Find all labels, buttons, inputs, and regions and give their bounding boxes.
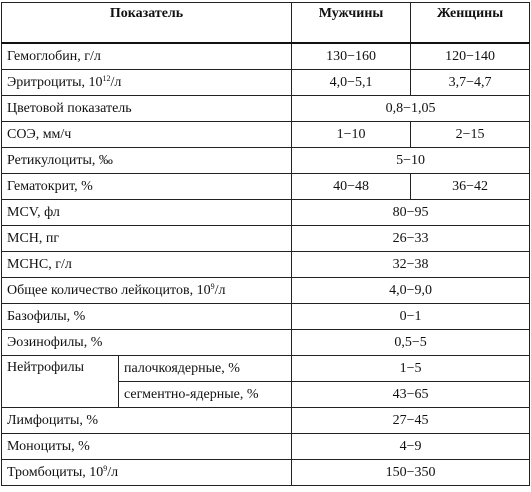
row-label: Моноциты, % [0,433,293,460]
row-label: МСНС, г/л [0,251,293,278]
table-row: МСН, пг 26−33 [0,225,531,252]
shared-value: 80−95 [291,199,531,226]
table-row: сегментно-ядерные, % 43−65 [2,381,531,408]
table-row: Гемоглобин, г/л 130−160 120−140 [0,42,531,70]
men-value: 1−10 [291,121,412,148]
shared-value: 1−5 [291,355,531,382]
table-row: Ретикулоциты, ‰ 5−10 [0,147,531,174]
men-value: 40−48 [291,173,412,200]
shared-value: 150−350 [291,459,531,486]
table-row: Общее количество лейкоцитов, 109/л 4,0−9… [0,277,531,304]
row-label: СОЭ, мм/ч [0,121,293,148]
men-value: 4,0−5,1 [291,69,412,96]
women-value: 2−15 [410,121,531,148]
row-label: Тромбоциты, 109/л [0,459,293,486]
header-men: Мужчины [291,2,412,44]
sub-label: палочкоядерные, % [117,355,293,382]
row-label: MCV, фл [0,199,293,226]
shared-value: 0,5−5 [291,329,531,356]
exponent: 9 [103,463,108,473]
shared-value: 4−9 [291,433,531,460]
row-label: Ретикулоциты, ‰ [0,147,293,174]
row-label-text: Тромбоциты, 10 [7,464,104,480]
row-label-unit: /л [214,282,226,298]
sub-label: сегментно-ядерные, % [117,381,293,408]
row-label: Гематокрит, % [0,173,293,200]
table-row: Нейтрофилы палочкоядерные, % 1−5 [1,355,531,408]
row-label: Лимфоциты, % [0,407,293,434]
shared-value: 43−65 [291,381,531,408]
table-row: МСНС, г/л 32−38 [0,251,531,278]
row-label-text: Эритроциты, 10 [7,74,103,90]
table-row: Базофилы, % 0−1 [0,303,531,330]
row-label: Базофилы, % [0,303,293,330]
shared-value: 0−1 [291,303,531,330]
shared-value: 4,0−9,0 [291,277,531,304]
row-label: Эритроциты, 1012/л [0,69,293,96]
women-value: 120−140 [410,42,531,70]
men-value: 130−160 [291,42,412,70]
exponent: 12 [102,73,111,83]
header-women: Женщины [410,2,531,44]
shared-value: 26−33 [291,225,531,252]
table-row: Моноциты, % 4−9 [0,433,531,460]
group-label: Нейтрофилы [1,355,119,408]
shared-value: 32−38 [291,251,531,278]
women-value: 36−42 [410,173,531,200]
row-label: Эозинофилы, % [0,329,293,356]
shared-value: 27−45 [291,407,531,434]
row-label-unit: /л [107,464,119,480]
table-row: Лимфоциты, % 27−45 [0,407,531,434]
table-row: Гематокрит, % 40−48 36−42 [0,173,531,200]
row-label-unit: /л [110,74,122,90]
table-row: СОЭ, мм/ч 1−10 2−15 [0,121,531,148]
row-label-text: Общее количество лейкоцитов, 10 [7,282,211,298]
table-row: MCV, фл 80−95 [0,199,531,226]
shared-value: 0,8−1,05 [291,95,531,122]
exponent: 9 [210,281,215,291]
shared-value: 5−10 [291,147,531,174]
header-indicator: Показатель [0,2,293,44]
row-label: Цветовой показатель [0,95,293,122]
row-label: Гемоглобин, г/л [0,42,293,70]
table-row: Тромбоциты, 109/л 150−350 [0,459,531,486]
row-label: Общее количество лейкоцитов, 109/л [0,277,293,304]
table-row: Эритроциты, 1012/л 4,0−5,1 3,7−4,7 [0,69,531,96]
row-label: МСН, пг [0,225,293,252]
table-row: Цветовой показатель 0,8−1,05 [0,95,531,122]
table-row: Эозинофилы, % 0,5−5 [0,329,531,356]
women-value: 3,7−4,7 [410,69,531,96]
header-row: Показатель Мужчины Женщины [0,2,531,44]
